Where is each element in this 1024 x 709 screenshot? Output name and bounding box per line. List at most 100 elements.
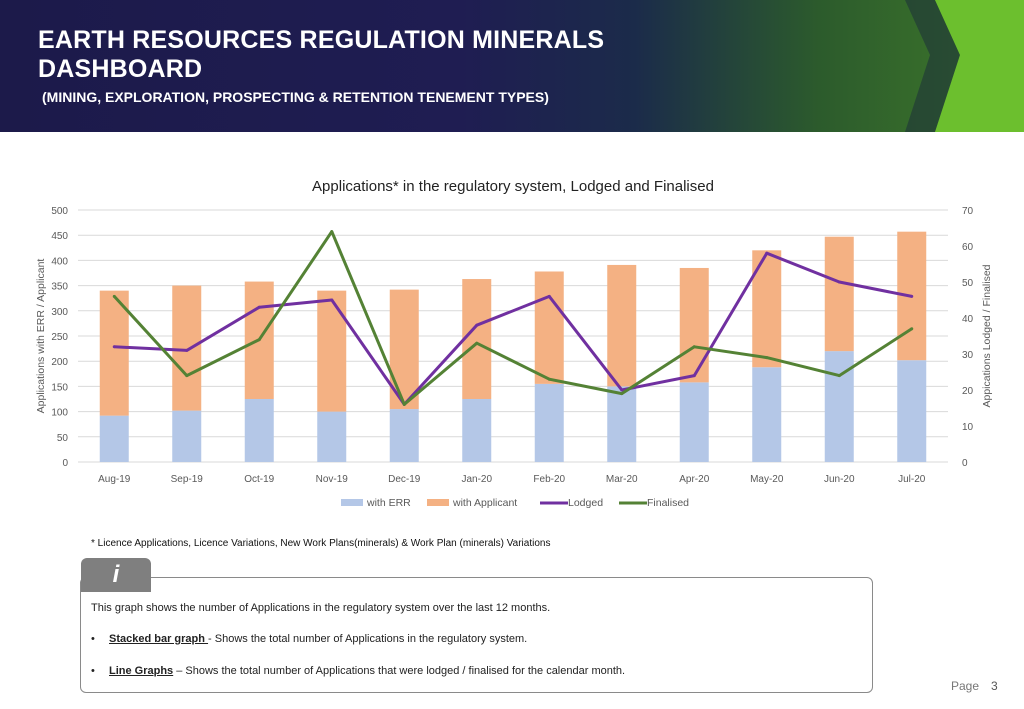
bar-with-applicant	[317, 290, 347, 412]
chart-footnote: * Licence Applications, Licence Variatio…	[91, 538, 551, 549]
bar-with-err	[389, 409, 419, 462]
line-finalised-point	[547, 377, 551, 381]
legend-label: with Applicant	[452, 497, 517, 509]
y-tick-label: 100	[51, 408, 68, 419]
line-finalised-point	[112, 294, 116, 298]
bar-with-applicant	[99, 290, 129, 416]
line-lodged-point	[475, 323, 479, 327]
bar-with-applicant	[462, 279, 492, 399]
x-tick-label: Jul-20	[898, 474, 926, 485]
line-lodged-point	[620, 388, 624, 392]
x-tick-label: Feb-20	[533, 474, 565, 485]
x-tick-label: Apr-20	[679, 474, 709, 485]
y-tick-label: 0	[62, 458, 68, 469]
page-subtitle: (MINING, EXPLORATION, PROSPECTING & RETE…	[42, 89, 549, 105]
bullet-term-bar: Stacked bar graph	[109, 633, 209, 645]
bar-with-err	[172, 410, 202, 462]
line-finalised-point	[620, 392, 624, 396]
y-tick-label: 450	[51, 231, 68, 242]
y-tick-label: 150	[51, 382, 68, 393]
x-tick-label: Jun-20	[824, 474, 855, 485]
x-tick-label: Dec-19	[388, 474, 421, 485]
bullet-text-bar: - Shows the total number of Applications…	[208, 633, 528, 645]
line-finalised-point	[257, 338, 261, 342]
bar-with-err	[317, 411, 347, 462]
page-number: Page 3	[951, 679, 998, 693]
x-tick-label: Sep-19	[171, 474, 204, 485]
bullet-dot: •	[91, 633, 95, 645]
line-finalised-point	[692, 345, 696, 349]
line-finalised-point	[330, 230, 334, 234]
y2-axis-label: Appications Lodged / Finalised	[981, 264, 993, 407]
line-finalised-point	[837, 374, 841, 378]
chevron-left-shape	[905, 0, 960, 132]
line-lodged	[114, 251, 913, 406]
line-finalised-point	[765, 356, 769, 360]
y-tick-label: 500	[51, 206, 68, 217]
line-lodged-point	[765, 251, 769, 255]
bar-with-err	[99, 415, 129, 462]
line-lodged-point	[547, 294, 551, 298]
bar-with-applicant	[607, 264, 637, 387]
y-tick-label: 300	[51, 307, 68, 318]
line-finalised-point	[185, 374, 189, 378]
chevron-right-shape	[935, 0, 1024, 132]
bar-with-applicant	[172, 285, 202, 411]
x-tick-label: Aug-19	[98, 474, 131, 485]
page-num: 3	[991, 679, 998, 693]
line-lodged-point	[112, 345, 116, 349]
y2-tick-label: 60	[962, 242, 974, 253]
legend-label: with ERR	[366, 497, 411, 509]
line-lodged-point	[837, 280, 841, 284]
bullet-term-line: Line Graphs	[109, 665, 174, 677]
y-tick-label: 50	[57, 433, 69, 444]
info-bullet-line: • Line Graphs – Shows the total number of…	[91, 665, 625, 677]
legend-swatch	[427, 499, 449, 506]
bar-with-applicant	[534, 271, 564, 384]
legend-label: Finalised	[647, 497, 689, 509]
bullet-dot: •	[91, 665, 95, 677]
y-tick-label: 350	[51, 282, 68, 293]
title-line-2: DASHBOARD	[38, 55, 203, 83]
line-lodged-point	[692, 374, 696, 378]
y-tick-label: 200	[51, 357, 68, 368]
y2-tick-label: 10	[962, 422, 974, 433]
line-finalised-point	[475, 341, 479, 345]
title-line-1: EARTH RESOURCES REGULATION MINERALS	[38, 26, 605, 54]
line-lodged-point	[330, 298, 334, 302]
page-title: EARTH RESOURCES REGULATION MINERALS DASH…	[38, 26, 604, 84]
info-panel: This graph shows the number of Applicati…	[80, 577, 873, 693]
applications-chart: Applications* in the regulatory system, …	[35, 178, 993, 509]
x-tick-label: Nov-19	[316, 474, 349, 485]
y2-tick-label: 0	[962, 458, 968, 469]
bar-with-err	[679, 382, 709, 462]
bullet-text-line: – Shows the total number of Applications…	[173, 665, 626, 677]
bar-with-err	[752, 367, 782, 462]
chart-title: Applications* in the regulatory system, …	[312, 178, 714, 195]
bar-with-applicant	[824, 236, 854, 352]
info-icon: i	[81, 558, 151, 592]
bar-with-err	[534, 383, 564, 462]
legend-swatch	[341, 499, 363, 506]
y2-tick-label: 20	[962, 386, 974, 397]
y2-tick-label: 40	[962, 314, 974, 325]
chevron-logo	[905, 0, 1024, 132]
chart-container: Applications* in the regulatory system, …	[0, 160, 1024, 520]
line-lodged-point	[910, 294, 914, 298]
line-finalised-point	[402, 402, 406, 406]
line-lodged-point	[185, 348, 189, 352]
line-finalised	[113, 230, 913, 406]
line-lodged-point	[257, 305, 261, 309]
y-tick-label: 250	[51, 332, 68, 343]
bar-with-applicant	[679, 267, 709, 383]
x-tick-label: May-20	[750, 474, 784, 485]
bar-with-err	[462, 399, 492, 462]
y2-tick-label: 30	[962, 350, 974, 361]
header-banner: EARTH RESOURCES REGULATION MINERALS DASH…	[0, 0, 1024, 132]
bar-with-err	[244, 399, 274, 462]
x-tick-label: Mar-20	[606, 474, 638, 485]
line-finalised-point	[910, 327, 914, 331]
y-tick-label: 400	[51, 256, 68, 267]
info-bullet-bar: • Stacked bar graph - Shows the total num…	[91, 633, 527, 645]
x-tick-label: Oct-19	[244, 474, 274, 485]
